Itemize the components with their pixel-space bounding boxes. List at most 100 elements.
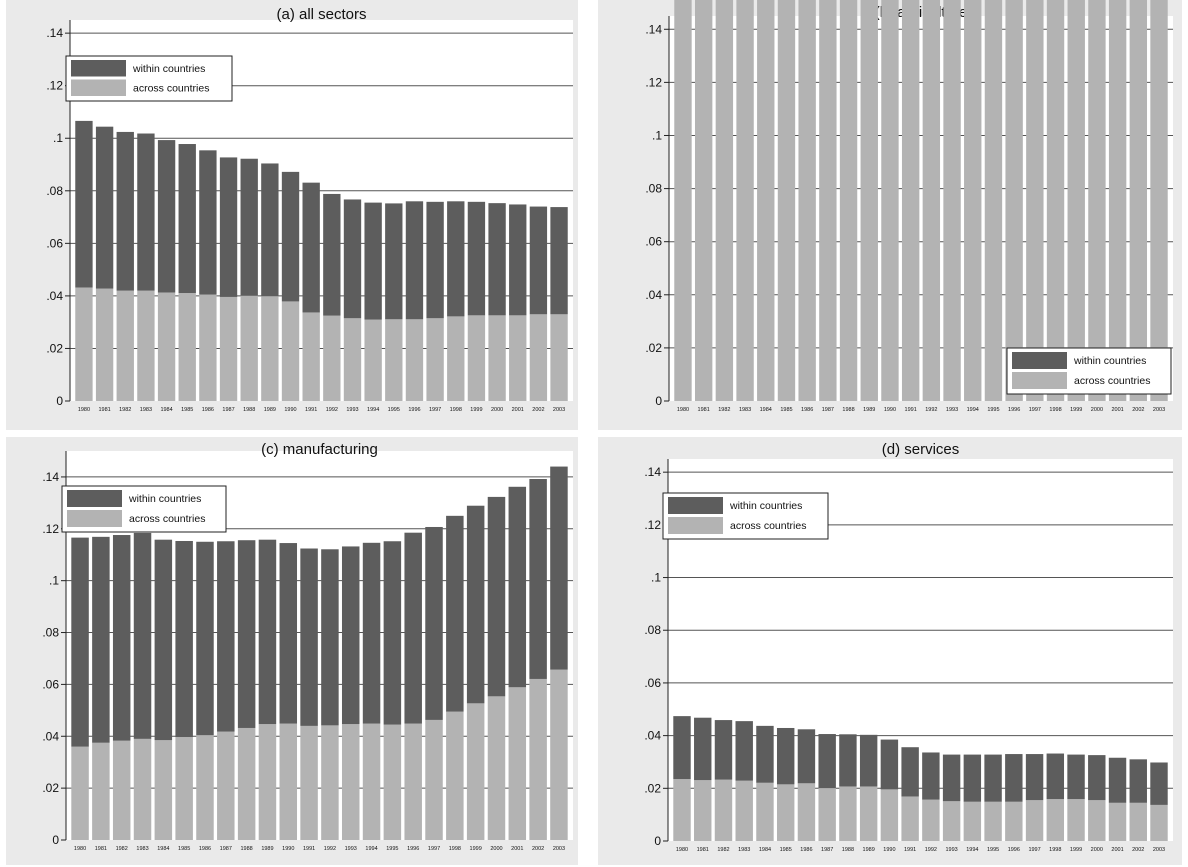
bar-within-2002 xyxy=(529,206,548,315)
bar-across-1990 xyxy=(279,723,298,840)
bar-across-1990 xyxy=(281,301,300,401)
bar-within-1987 xyxy=(219,157,238,297)
y-tick-label: .12 xyxy=(644,518,661,532)
x-tick-label: 1988 xyxy=(842,407,854,413)
bar-across-2000 xyxy=(1088,0,1106,401)
y-tick-label: .14 xyxy=(46,26,63,40)
bar-across-1996 xyxy=(1005,0,1023,401)
bar-across-1982 xyxy=(715,0,734,402)
bar-across-1993 xyxy=(942,801,961,841)
bar-within-1989 xyxy=(859,734,878,787)
bar-across-2000 xyxy=(488,315,506,401)
x-tick-label: 1995 xyxy=(386,846,398,852)
legend-swatch-within xyxy=(1012,352,1067,369)
x-tick-label: 1980 xyxy=(676,847,688,853)
bar-across-1988 xyxy=(237,727,256,840)
bar-within-1985 xyxy=(178,144,196,294)
bar-across-1981 xyxy=(92,742,110,840)
bar-across-1988 xyxy=(839,786,857,841)
bar-across-1992 xyxy=(922,799,940,841)
legend-label-across: across countries xyxy=(133,82,209,94)
y-tick-label: 0 xyxy=(654,834,661,848)
bar-across-1998 xyxy=(1046,0,1065,401)
bar-across-1987 xyxy=(819,0,837,402)
x-tick-label: 1993 xyxy=(946,407,958,413)
x-tick-label: 1986 xyxy=(801,407,813,413)
bar-across-1984 xyxy=(756,782,774,841)
x-tick-label: 1995 xyxy=(388,407,400,413)
bar-within-2000 xyxy=(487,496,506,697)
x-tick-label: 1981 xyxy=(95,846,107,852)
bar-within-1999 xyxy=(1067,754,1085,800)
x-tick-label: 1999 xyxy=(1070,847,1082,853)
y-tick-label: .02 xyxy=(644,781,661,795)
x-tick-label: 1999 xyxy=(1070,407,1082,413)
x-tick-label: 2000 xyxy=(1091,847,1103,853)
x-tick-label: 1988 xyxy=(842,847,854,853)
x-tick-label: 1993 xyxy=(345,846,357,852)
bar-across-2003 xyxy=(550,669,568,840)
y-tick-label: .12 xyxy=(42,522,59,536)
bar-across-1985 xyxy=(175,737,193,840)
panel-all-sectors: (a) all sectors 0 .02 .04 .06 .08 .1 .12 .14 1980… xyxy=(6,0,578,430)
x-tick-label: 1990 xyxy=(282,846,294,852)
bar-within-1988 xyxy=(237,540,256,728)
x-tick-label: 1985 xyxy=(178,846,190,852)
x-tick-label: 1989 xyxy=(863,407,875,413)
x-tick-label: 1998 xyxy=(449,846,461,852)
legend-swatch-within xyxy=(67,490,122,507)
bar-within-2001 xyxy=(509,204,527,316)
panel-services: (d) services 0 .02 .04 .06 .08 .1 .12 .14 1980 198… xyxy=(598,437,1182,865)
x-tick-label: 1993 xyxy=(346,407,358,413)
bar-across-1997 xyxy=(426,318,444,401)
bar-across-1992 xyxy=(922,0,941,401)
x-tick-label: 1995 xyxy=(987,407,999,413)
bar-across-1998 xyxy=(446,711,464,840)
x-tick-label: 2001 xyxy=(1112,407,1124,413)
x-tick-label: 1985 xyxy=(780,407,792,413)
x-tick-label: 1993 xyxy=(945,847,957,853)
x-tick-label: 1996 xyxy=(1008,847,1020,853)
x-tick-label: 1996 xyxy=(408,407,420,413)
x-tick-label: 1991 xyxy=(904,847,916,853)
x-tick-label: 1996 xyxy=(407,846,419,852)
bar-within-1996 xyxy=(1005,754,1023,802)
legend-label-within: within countries xyxy=(729,500,802,512)
y-tick-label: .1 xyxy=(53,131,63,145)
x-tick-label: 1985 xyxy=(780,847,792,853)
bar-across-2002 xyxy=(1129,0,1148,401)
x-tick-label: 1990 xyxy=(883,847,895,853)
y-tick-label: .08 xyxy=(46,184,63,198)
bar-across-2003 xyxy=(1150,0,1168,401)
bar-within-1980 xyxy=(75,120,93,288)
x-tick-label: 1991 xyxy=(305,407,317,413)
bar-across-1986 xyxy=(797,783,816,841)
bar-within-1980 xyxy=(71,537,89,747)
bar-across-1984 xyxy=(154,740,173,840)
bar-across-1999 xyxy=(1067,799,1085,841)
bar-across-1988 xyxy=(240,295,258,401)
bar-within-1985 xyxy=(175,540,193,738)
bar-within-1992 xyxy=(321,549,339,726)
y-tick-label: .06 xyxy=(42,677,59,691)
bar-within-2002 xyxy=(1129,759,1147,803)
bar-across-1986 xyxy=(199,294,217,401)
x-tick-label: 2002 xyxy=(1132,407,1144,413)
bar-across-1990 xyxy=(880,789,899,841)
panel-manufacturing: (c) manufacturing 0 .02 .04 .06 .08 .1 .12 .14 19… xyxy=(6,437,578,865)
legend-swatch-within xyxy=(71,60,126,77)
x-tick-label: 2000 xyxy=(490,846,502,852)
bar-across-1998 xyxy=(1046,799,1065,841)
bar-across-1988 xyxy=(839,0,858,401)
y-tick-label: .04 xyxy=(42,729,59,743)
bar-across-1995 xyxy=(984,0,1003,401)
bar-across-1995 xyxy=(383,724,402,840)
bar-across-1999 xyxy=(466,703,485,840)
bar-across-1983 xyxy=(133,738,152,840)
x-tick-label: 1992 xyxy=(925,407,937,413)
bar-across-1996 xyxy=(1005,801,1023,841)
x-tick-label: 2000 xyxy=(491,407,503,413)
x-tick-label: 1985 xyxy=(181,407,193,413)
bar-across-1990 xyxy=(881,0,899,402)
bar-within-1981 xyxy=(92,536,110,743)
